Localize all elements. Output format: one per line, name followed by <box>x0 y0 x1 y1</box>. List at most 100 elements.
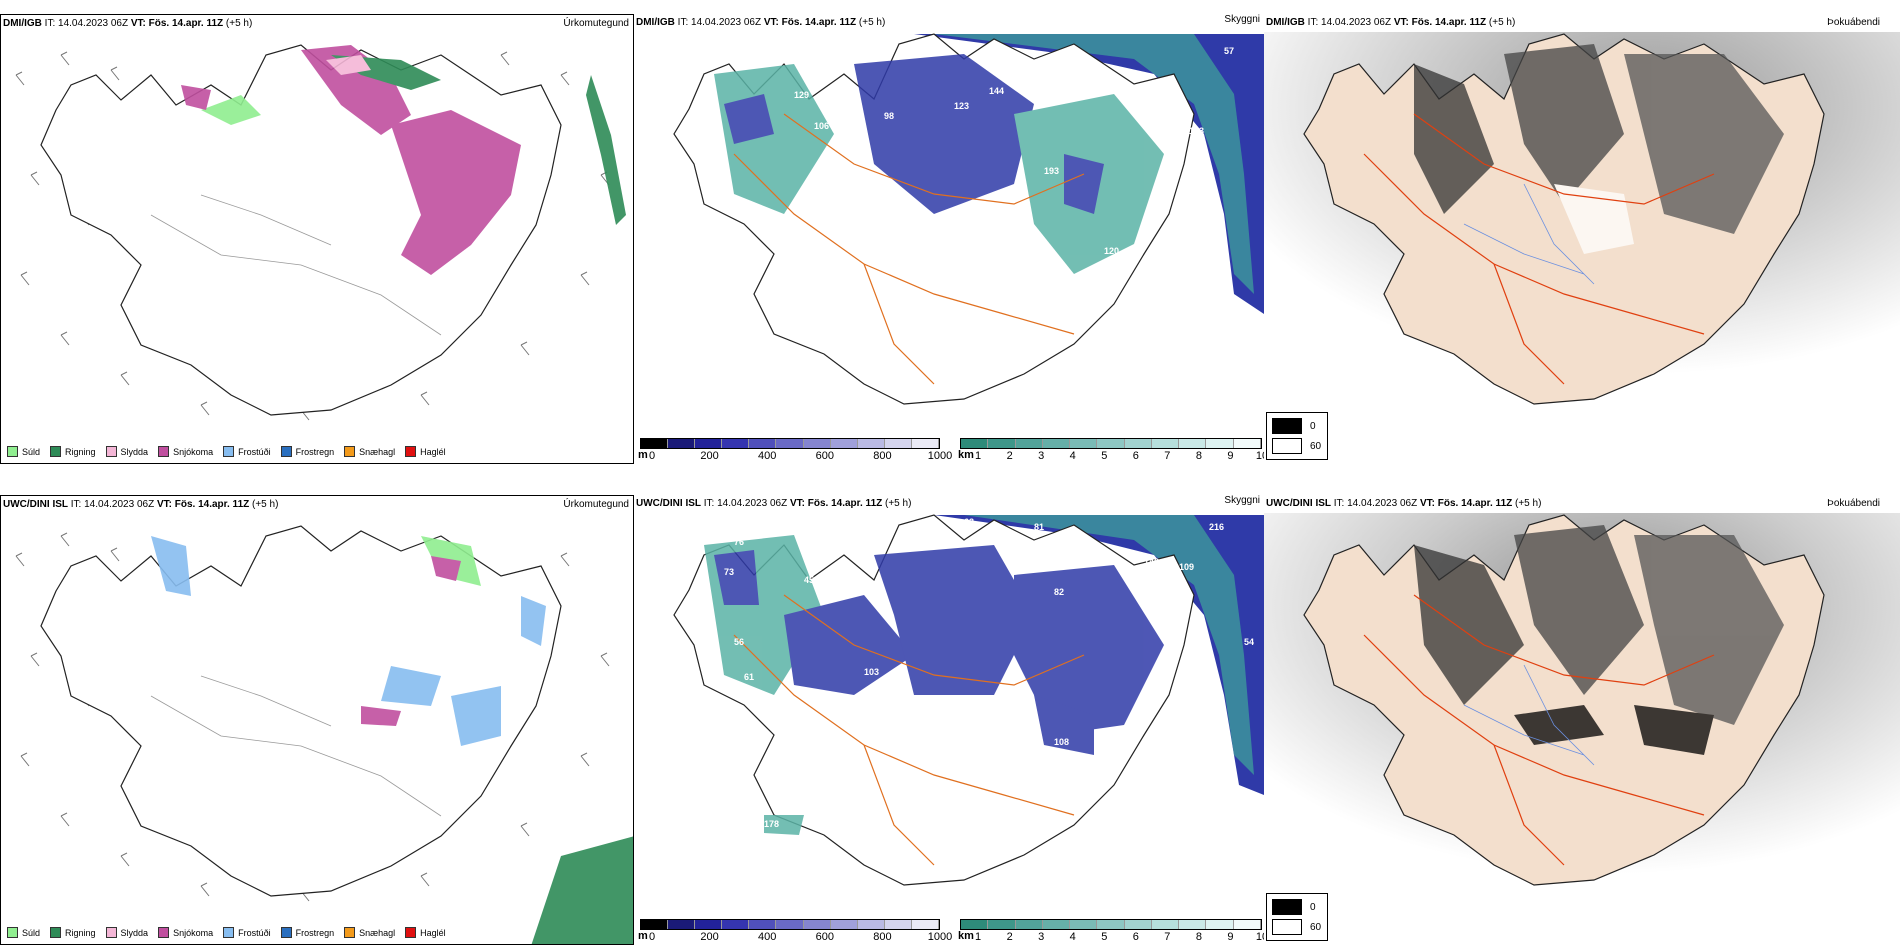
scale-cell <box>1015 920 1043 929</box>
fog-shading <box>1414 525 1784 755</box>
scale-cell <box>857 920 885 929</box>
scale-cell <box>1015 439 1043 448</box>
vis-label: 178 <box>764 819 779 829</box>
panel-header: UWC/DINI ISL IT: 14.04.2023 06Z VT: Fös.… <box>1266 498 1542 509</box>
scale-tick: 200 <box>700 931 719 943</box>
scale-tick: 9 <box>1227 931 1234 943</box>
vis-label: 106 <box>814 121 829 131</box>
roads <box>1363 113 1715 385</box>
cloud-legend: 0 60 <box>1266 893 1328 941</box>
cloud-title: Þokuábendi <box>1827 498 1880 509</box>
vis-label: 148 <box>1144 557 1159 567</box>
scale-cell <box>988 439 1016 448</box>
scale-cell <box>722 920 750 929</box>
scale-tick: 5 <box>1101 931 1108 943</box>
legend-item: Snæhagl <box>344 446 395 457</box>
vis-title: Skyggni <box>1224 14 1260 25</box>
scale-cell <box>1070 439 1098 448</box>
scale-tick: 0 <box>648 931 656 943</box>
scale-tick: 1000 <box>927 450 953 462</box>
scale-cell <box>988 920 1016 929</box>
vis-label: 82 <box>1054 587 1064 597</box>
roads <box>150 675 442 817</box>
vis-map: 86 76 73 45 79 92 63 81 82 148 109 216 5… <box>673 514 1264 886</box>
vis-label: 86 <box>710 519 720 529</box>
scale-cell <box>722 439 750 448</box>
legend-item: Haglél <box>405 446 446 457</box>
roads <box>1363 594 1715 866</box>
vis-label: 193 <box>1044 166 1059 176</box>
scale-tick: 0 <box>648 450 656 462</box>
precip-map <box>15 525 633 944</box>
roads <box>733 113 1085 385</box>
scale-cell <box>776 920 804 929</box>
scale-cell <box>884 920 912 929</box>
vis-map: 98 129 106 98 123 144 412 55 52 121 121 … <box>673 33 1264 405</box>
scale-cell <box>695 920 723 929</box>
vis-label: 121 <box>1159 106 1174 116</box>
scale-cell <box>1042 439 1071 448</box>
scale-cell <box>749 439 777 448</box>
iceland-coastline <box>40 525 562 897</box>
scale-tick: 6 <box>1132 931 1139 943</box>
scale-cell <box>668 439 696 448</box>
panel-header: DMI/IGB IT: 14.04.2023 06Z VT: Fös. 14.a… <box>3 18 253 29</box>
vis-m-scale: 0 200 400 600 800 1000 m <box>638 919 952 945</box>
scale-tick: 8 <box>1195 931 1202 943</box>
vis-shading <box>704 535 1164 835</box>
scale-tick: 3 <box>1038 931 1045 943</box>
vis-label: 120 <box>1104 246 1119 256</box>
vis-label: 79 <box>839 579 849 589</box>
vis-label: 61 <box>744 672 754 682</box>
precip-legend: Súld Rigning Slydda Snjókoma Frostúði Fr… <box>7 927 446 938</box>
init-time: 14.04.2023 06Z <box>58 18 129 29</box>
vis-label: 109 <box>1179 562 1194 572</box>
vis-shading <box>714 54 1164 274</box>
vis-label: 123 <box>1189 126 1204 136</box>
lead-time: (+5 h) <box>252 499 279 510</box>
scale-tick: 1 <box>975 931 982 943</box>
legend-item: Frostúði <box>223 927 271 938</box>
precip-title: Úrkomutegund <box>563 18 629 29</box>
vis-panel-row2: UWC/DINI ISL IT: 14.04.2023 06Z VT: Fös.… <box>634 495 1264 945</box>
precip-map <box>15 44 626 421</box>
vis-panel-row1: DMI/IGB IT: 14.04.2023 06Z VT: Fös. 14.a… <box>634 14 1264 464</box>
precip-title: Úrkomutegund <box>563 499 629 510</box>
scale-tick: 400 <box>758 450 777 462</box>
precip-shading <box>151 536 633 944</box>
scale-tick: 400 <box>758 931 777 943</box>
offshore-fog-band <box>914 34 1264 314</box>
vis-label: 56 <box>734 637 744 647</box>
scale-tick: 8 <box>1195 450 1202 462</box>
vis-label: 412 <box>1024 86 1039 96</box>
scale-cell <box>911 920 940 929</box>
vis-title: Skyggni <box>1224 495 1260 506</box>
vis-m-scale: 0 200 400 600 800 1000 m <box>638 438 952 464</box>
vis-label: 216 <box>1209 522 1224 532</box>
scale-cell <box>1233 439 1261 448</box>
legend-item: Rigning <box>50 927 96 938</box>
scale-cell <box>1124 920 1152 929</box>
scale-tick: 1 <box>975 450 982 462</box>
cloud-panel-row2: UWC/DINI ISL IT: 14.04.2023 06Z VT: Fös.… <box>1264 495 1900 945</box>
legend-item: Frostregn <box>280 446 334 457</box>
vis-label: 76 <box>734 537 744 547</box>
legend-item: Frostúði <box>223 446 271 457</box>
legend-item: Snjókoma <box>158 446 213 457</box>
lead-time: (+5 h) <box>225 18 253 29</box>
roads <box>733 594 1085 866</box>
legend-item: Slydda <box>105 446 148 457</box>
precip-legend: Súld Rigning Slydda Snjókoma Frostúði Fr… <box>7 446 446 457</box>
legend-item: Slydda <box>105 927 148 938</box>
valid-time: Fös. 14.apr. 11Z <box>148 18 224 29</box>
legend-item: Súld <box>7 927 40 938</box>
scale-tick: 5 <box>1101 450 1108 462</box>
scale-tick: 7 <box>1164 450 1171 462</box>
vis-label: 52 <box>1114 76 1124 86</box>
panel-header: DMI/IGB IT: 14.04.2023 06Z VT: Fös. 14.a… <box>636 17 886 28</box>
scale-tick: 10 <box>1255 450 1264 462</box>
scale-tick: 10 <box>1255 931 1264 943</box>
roads <box>150 194 442 336</box>
scale-tick: 4 <box>1069 450 1076 462</box>
scale-tick: 600 <box>815 450 834 462</box>
